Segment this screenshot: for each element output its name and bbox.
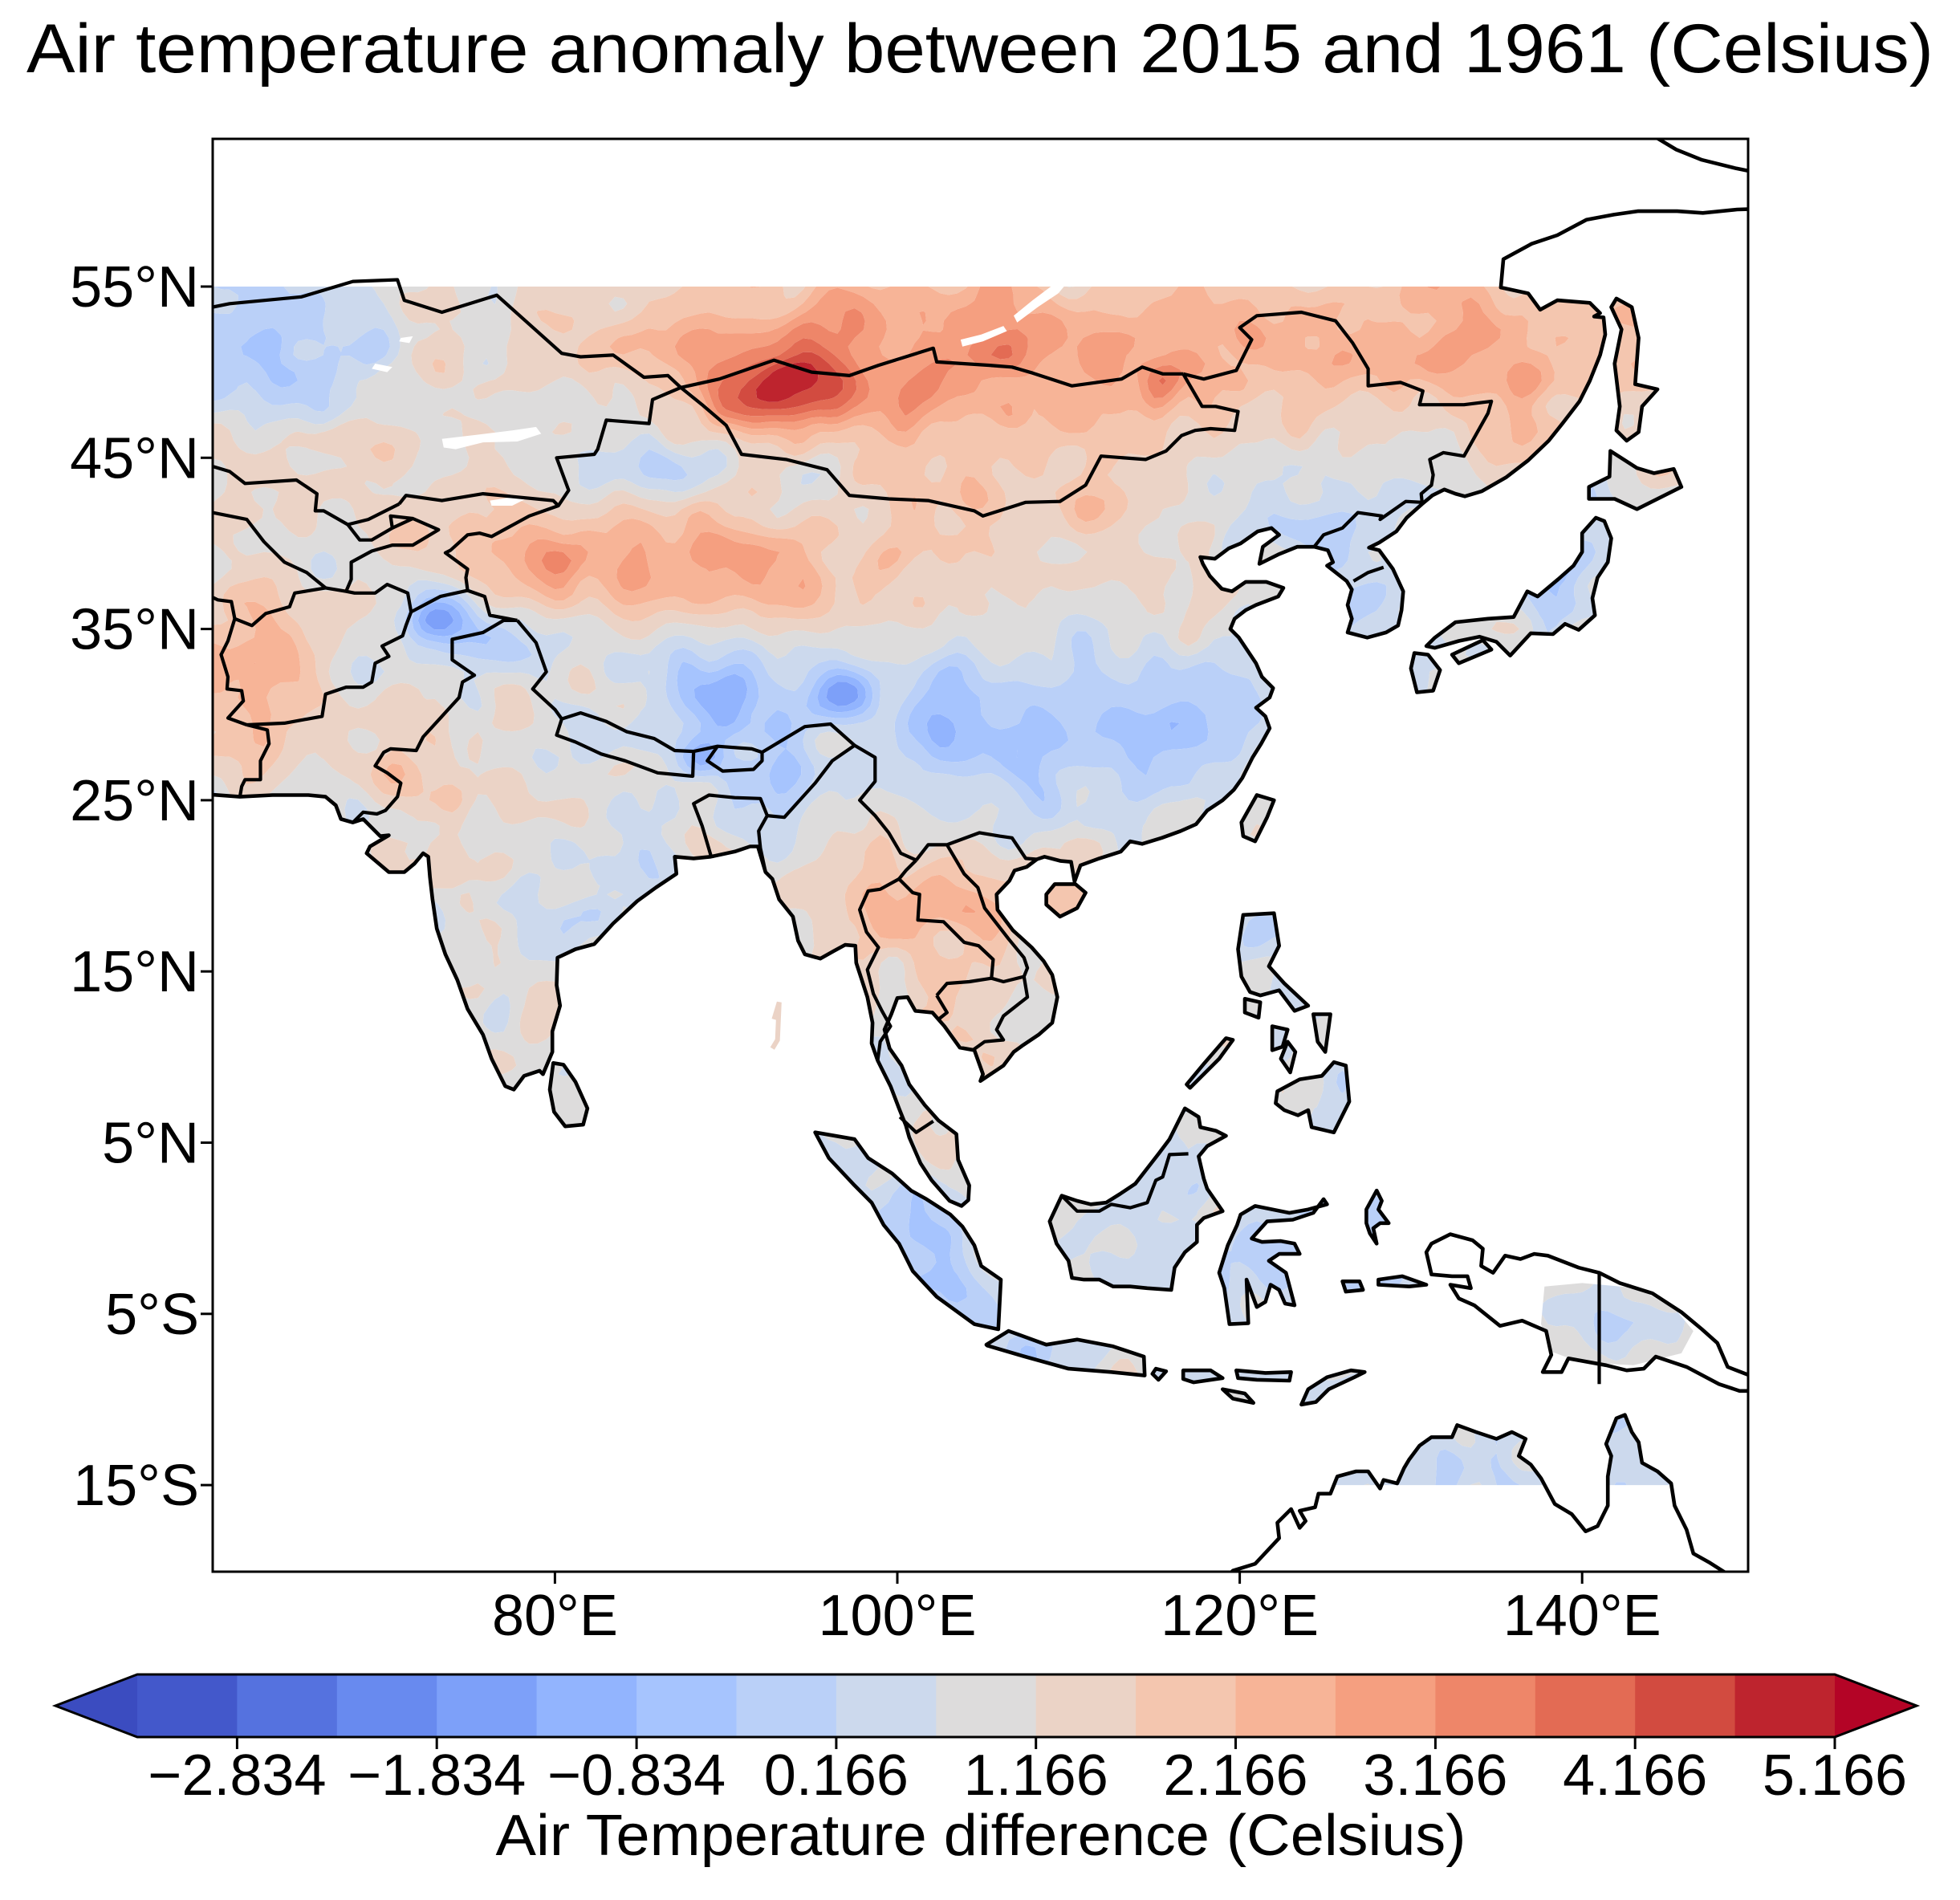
svg-text:4.166: 4.166 <box>1563 1743 1707 1808</box>
svg-text:Air temperature anomaly betwee: Air temperature anomaly between 2015 and… <box>26 10 1934 87</box>
svg-text:100°E: 100°E <box>819 1584 977 1648</box>
svg-text:Air Temperature difference (Ce: Air Temperature difference (Celsius) <box>496 1804 1466 1868</box>
svg-text:5°S: 5°S <box>105 1283 199 1347</box>
svg-text:−0.834: −0.834 <box>547 1743 726 1808</box>
svg-text:1.166: 1.166 <box>964 1743 1108 1808</box>
svg-text:35°N: 35°N <box>70 598 199 662</box>
svg-text:140°E: 140°E <box>1503 1584 1661 1648</box>
svg-text:−2.834: −2.834 <box>148 1743 326 1808</box>
svg-text:5.166: 5.166 <box>1763 1743 1907 1808</box>
svg-text:5°N: 5°N <box>102 1112 199 1176</box>
svg-text:15°N: 15°N <box>70 940 199 1004</box>
svg-text:55°N: 55°N <box>70 255 199 319</box>
svg-text:80°E: 80°E <box>492 1584 618 1648</box>
svg-text:15°S: 15°S <box>73 1454 199 1518</box>
svg-text:−1.834: −1.834 <box>348 1743 526 1808</box>
svg-text:45°N: 45°N <box>70 426 199 490</box>
svg-text:2.166: 2.166 <box>1163 1743 1307 1808</box>
svg-text:0.166: 0.166 <box>764 1743 909 1808</box>
svg-text:25°N: 25°N <box>70 769 199 833</box>
svg-text:3.166: 3.166 <box>1363 1743 1507 1808</box>
svg-text:120°E: 120°E <box>1161 1584 1319 1648</box>
